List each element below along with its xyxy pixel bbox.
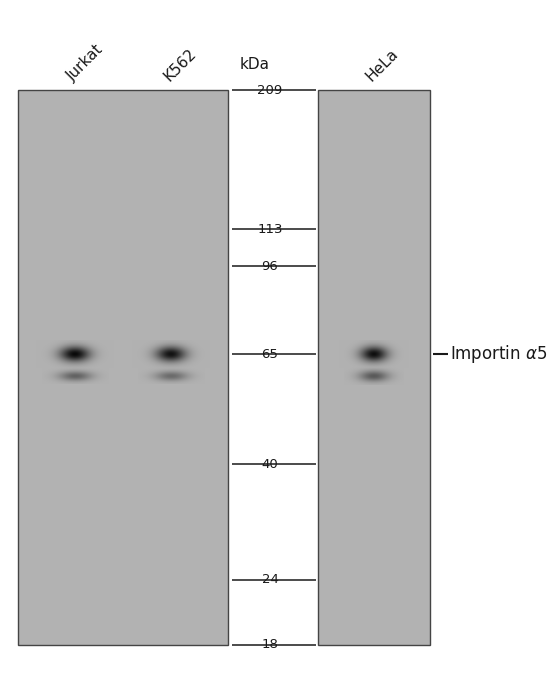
Text: 209: 209 [257, 84, 282, 97]
Text: 113: 113 [257, 223, 283, 236]
Text: K562: K562 [161, 46, 199, 84]
Text: 96: 96 [262, 260, 278, 272]
Text: Jurkat: Jurkat [64, 42, 106, 84]
Text: 40: 40 [262, 457, 278, 471]
Text: 65: 65 [262, 348, 278, 361]
Text: 18: 18 [262, 638, 278, 652]
Text: HeLa: HeLa [363, 46, 402, 84]
Bar [318, 90, 430, 645]
Text: 24: 24 [262, 574, 278, 587]
Text: $\mathrm{Importin}\ \alpha 5$: $\mathrm{Importin}\ \alpha 5$ [450, 343, 547, 366]
Text: kDa: kDa [240, 57, 270, 72]
Bar [18, 90, 228, 645]
